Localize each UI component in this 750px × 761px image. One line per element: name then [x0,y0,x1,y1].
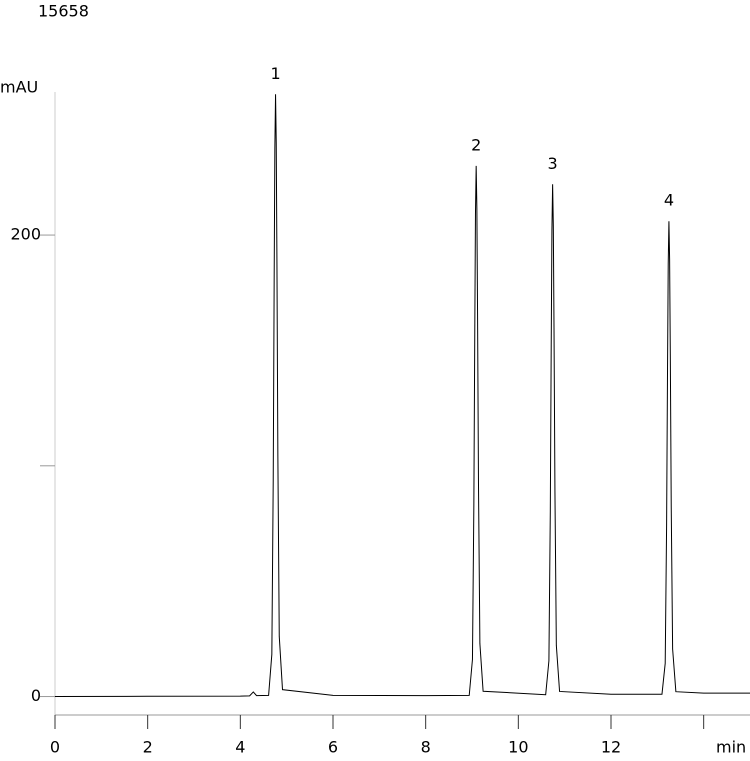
y-tick-label: 200 [10,225,41,244]
peak-label: 4 [664,191,674,210]
peak-label: 3 [548,154,558,173]
x-tick-label: 4 [235,738,245,757]
x-tick-label: 12 [601,738,621,757]
x-tick-label: 2 [143,738,153,757]
y-tick-label: 0 [31,686,41,705]
y-axis-label: mAU [0,78,38,97]
x-tick-label: 10 [508,738,528,757]
trace [54,94,750,698]
peak-label: 2 [471,135,481,154]
x-tick-label: 6 [328,738,338,757]
chart-title: 15658 [38,2,89,21]
peak-label: 1 [270,64,280,83]
x-tick-label: 0 [50,738,60,757]
x-tick-label: 8 [421,738,431,757]
x-axis-label: min [716,738,746,757]
